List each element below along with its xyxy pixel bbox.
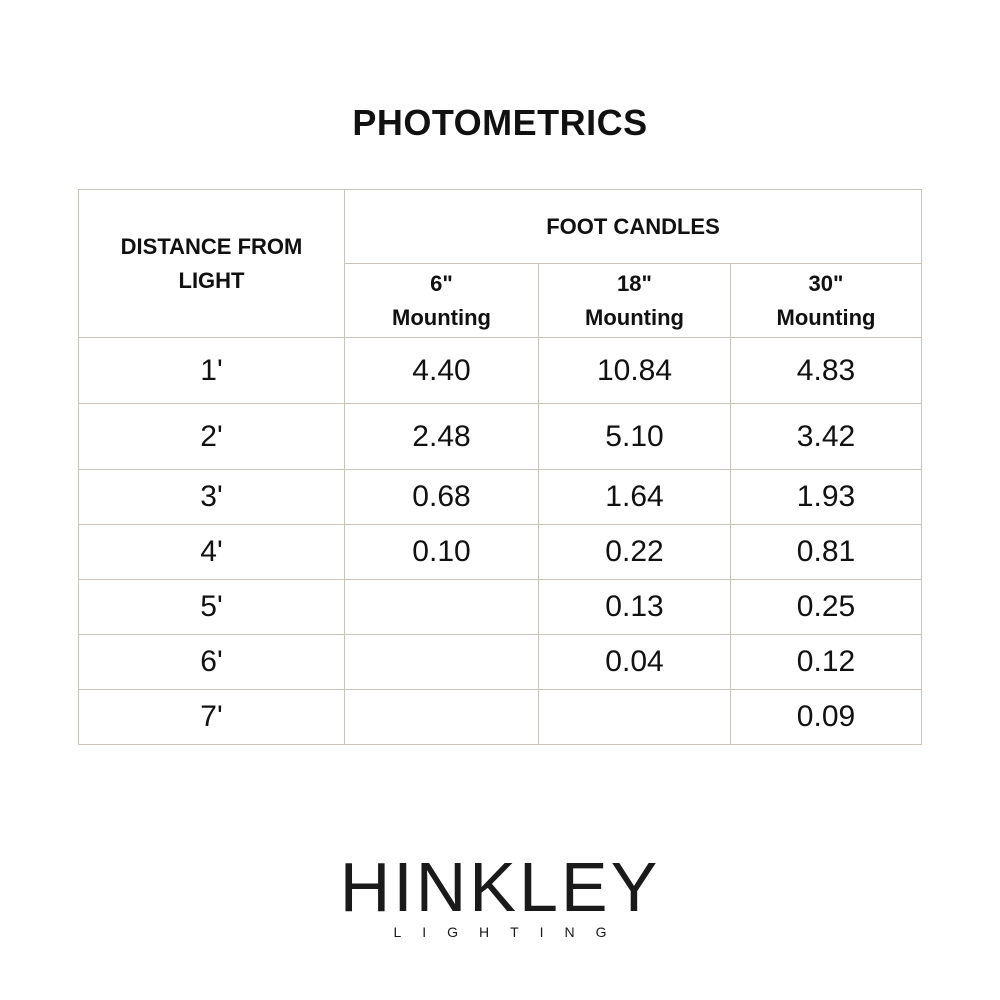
mounting-label: Mounting [392, 304, 491, 330]
foot-candle-cell: 0.10 [344, 524, 539, 580]
distance-cell: 5' [78, 579, 345, 635]
distance-cell: 7' [78, 689, 345, 745]
foot-candle-cell: 0.09 [730, 689, 922, 745]
foot-candle-cell: 10.84 [538, 337, 731, 404]
table-row: 6' 0.04 0.12 [78, 634, 922, 690]
mounting-size: 18" [617, 270, 652, 296]
mounting-size: 6" [430, 270, 453, 296]
distance-cell: 1' [78, 337, 345, 404]
foot-candle-cell [344, 634, 539, 690]
foot-candle-cell: 5.10 [538, 403, 731, 470]
mounting-header: 30" Mounting [730, 263, 922, 338]
table-row: 5' 0.13 0.25 [78, 579, 922, 635]
foot-candle-cell: 2.48 [344, 403, 539, 470]
mounting-size: 30" [808, 270, 844, 296]
foot-candle-cell: 0.68 [344, 469, 539, 525]
foot-candle-cell: 4.40 [344, 337, 539, 404]
table-row: 7' 0.09 [78, 689, 922, 745]
mounting-label: Mounting [585, 304, 684, 330]
foot-candle-cell: 0.25 [730, 579, 922, 635]
foot-candle-cell: 3.42 [730, 403, 922, 470]
foot-candle-cell: 0.12 [730, 634, 922, 690]
mounting-header: 18" Mounting [538, 263, 731, 338]
foot-candle-cell: 0.81 [730, 524, 922, 580]
foot-candle-cell [538, 689, 731, 745]
table-row: 2' 2.48 5.10 3.42 [78, 403, 922, 470]
foot-candle-cell [344, 689, 539, 745]
foot-candle-cell: 1.93 [730, 469, 922, 525]
table-row: 1' 4.40 10.84 4.83 [78, 337, 922, 404]
foot-candle-cell: 0.04 [538, 634, 731, 690]
table-row: 4' 0.10 0.22 0.81 [78, 524, 922, 580]
foot-candle-cell: 1.64 [538, 469, 731, 525]
hinkley-logo: HINKLEY LIGHTING [0, 852, 1000, 940]
distance-header: DISTANCE FROM LIGHT [78, 189, 345, 338]
distance-cell: 4' [78, 524, 345, 580]
mounting-header: 6" Mounting [344, 263, 539, 338]
mounting-label: Mounting [776, 304, 876, 330]
distance-cell: 6' [78, 634, 345, 690]
foot-candle-cell: 4.83 [730, 337, 922, 404]
foot-candles-header: FOOT CANDLES [344, 189, 922, 264]
photometrics-table: DISTANCE FROM LIGHT FOOT CANDLES 6" Mount… [78, 189, 922, 745]
logo-brand: HINKLEY [339, 848, 661, 926]
table-row: 3' 0.68 1.64 1.93 [78, 469, 922, 525]
page-title: PHOTOMETRICS [352, 102, 648, 143]
logo-tagline: LIGHTING [393, 924, 628, 940]
foot-candle-cell: 0.13 [538, 579, 731, 635]
foot-candle-cell: 0.22 [538, 524, 731, 580]
foot-candle-cell [344, 579, 539, 635]
distance-cell: 2' [78, 403, 345, 470]
distance-cell: 3' [78, 469, 345, 525]
